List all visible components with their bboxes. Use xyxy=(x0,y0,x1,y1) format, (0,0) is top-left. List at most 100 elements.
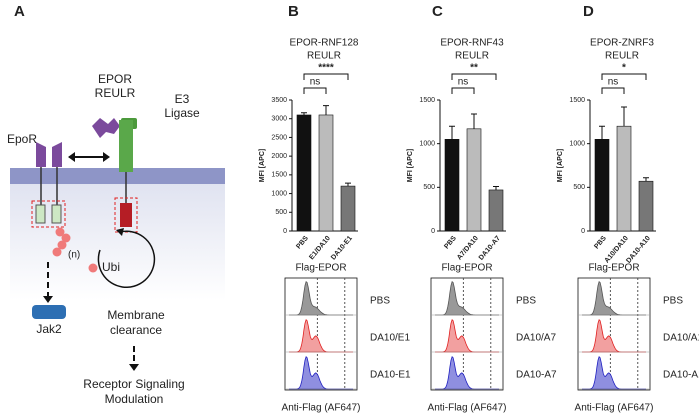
bar xyxy=(340,185,356,232)
error-bar xyxy=(621,106,627,127)
y-tick-label: 0 xyxy=(581,228,585,235)
histogram xyxy=(289,318,353,353)
significance-bracket xyxy=(601,87,625,94)
y-tick-label: 1500 xyxy=(569,97,585,104)
y-axis-label: MFI [APC] xyxy=(557,149,564,182)
significance-label: ns xyxy=(310,77,321,88)
flow-frame xyxy=(430,277,504,391)
flow-title: Flag-EPOR xyxy=(295,263,346,274)
x-tick-label: A7/DA10 xyxy=(456,235,480,262)
y-axis-label: MFI [APC] xyxy=(259,149,266,182)
label: (n) xyxy=(68,250,80,261)
domain xyxy=(51,204,62,224)
domain xyxy=(35,204,46,224)
label: Membrane xyxy=(107,308,165,322)
row-label: DA10-A10 xyxy=(663,370,699,381)
x-tick-label: PBS xyxy=(443,235,458,251)
histogram xyxy=(582,355,646,390)
flow-title: Flag-EPOR xyxy=(441,263,492,274)
label: Ligase xyxy=(164,106,200,120)
chart-subtitle: REULR xyxy=(307,51,341,62)
x-tick-label: E1/DA10 xyxy=(308,235,332,261)
flow-title: Flag-EPOR xyxy=(588,263,639,274)
arrowhead xyxy=(129,364,139,371)
bar xyxy=(616,125,632,232)
bar xyxy=(638,180,654,232)
significance-label: ** xyxy=(470,63,478,74)
ubiquitin xyxy=(55,227,65,237)
e3-ligase xyxy=(119,120,133,172)
histogram xyxy=(435,355,499,390)
histogram xyxy=(289,281,353,316)
y-tick-label: 500 xyxy=(423,184,435,191)
significance-label: **** xyxy=(318,63,334,74)
x-tick-label: PBS xyxy=(295,235,310,251)
label: REULR xyxy=(95,86,136,100)
y-tick-label: 0 xyxy=(431,228,435,235)
y-tick-label: 500 xyxy=(573,184,585,191)
epor-receptor xyxy=(36,142,62,167)
e3-domain xyxy=(120,203,132,227)
label: Modulation xyxy=(105,392,164,406)
error-bar xyxy=(599,125,605,140)
chart-title: EPOR-RNF128 xyxy=(290,38,359,49)
x-tick-label: DA10-A7 xyxy=(478,235,502,262)
label: EPOR xyxy=(98,72,132,86)
significance-label: * xyxy=(622,63,626,74)
y-tick-label: 0 xyxy=(283,228,287,235)
y-tick-label: 3000 xyxy=(271,116,287,123)
row-label: PBS xyxy=(370,296,390,307)
y-tick-label: 1000 xyxy=(569,141,585,148)
row-label: DA10/A10 xyxy=(663,333,699,344)
flow-x-label: Anti-Flag (AF647) xyxy=(282,403,361,414)
label: Ubi xyxy=(102,260,120,274)
histogram xyxy=(435,281,499,316)
chart-subtitle: REULR xyxy=(605,51,639,62)
label: Receptor Signaling xyxy=(83,377,184,391)
y-axis-label: MFI [APC] xyxy=(407,149,414,182)
histogram xyxy=(289,355,353,390)
y-tick-label: 2500 xyxy=(271,134,287,141)
significance-bracket xyxy=(601,73,647,80)
panel-letter: A xyxy=(14,3,25,20)
row-label: DA10-E1 xyxy=(370,370,411,381)
error-bar xyxy=(345,182,351,187)
row-label: DA10/A7 xyxy=(516,333,556,344)
bar xyxy=(296,114,312,232)
flow-frame xyxy=(284,277,358,391)
label: E3 xyxy=(175,92,190,106)
x-tick-label: DA10-E1 xyxy=(330,235,354,262)
flow-x-label: Anti-Flag (AF647) xyxy=(575,403,654,414)
error-bar xyxy=(449,125,455,140)
chart-subtitle: REULR xyxy=(455,51,489,62)
bar xyxy=(444,139,460,232)
error-bar xyxy=(301,112,307,115)
significance-label: ns xyxy=(458,77,469,88)
y-tick-label: 1500 xyxy=(271,172,287,179)
error-bar xyxy=(643,177,649,182)
row-label: DA10-A7 xyxy=(516,370,557,381)
label: Jak2 xyxy=(36,322,62,336)
ubiquitin xyxy=(88,263,98,273)
bar xyxy=(318,114,334,232)
chart-title: EPOR-RNF43 xyxy=(440,38,504,49)
row-label: PBS xyxy=(663,296,683,307)
panel-letter: D xyxy=(583,3,594,20)
y-tick-label: 1500 xyxy=(419,97,435,104)
ubiquitin xyxy=(61,233,71,243)
row-label: DA10/E1 xyxy=(370,333,410,344)
y-tick-label: 500 xyxy=(275,209,287,216)
flow-frame xyxy=(577,277,651,391)
jak2-shape xyxy=(32,305,66,319)
significance-bracket xyxy=(303,73,349,80)
significance-bracket xyxy=(451,87,475,94)
error-bar xyxy=(471,113,477,129)
label: clearance xyxy=(110,323,162,337)
bar xyxy=(466,128,482,232)
significance-bracket xyxy=(303,87,327,94)
y-tick-label: 3500 xyxy=(271,97,287,104)
histogram xyxy=(582,281,646,316)
arrowhead xyxy=(43,296,53,303)
arrowhead xyxy=(116,228,124,236)
